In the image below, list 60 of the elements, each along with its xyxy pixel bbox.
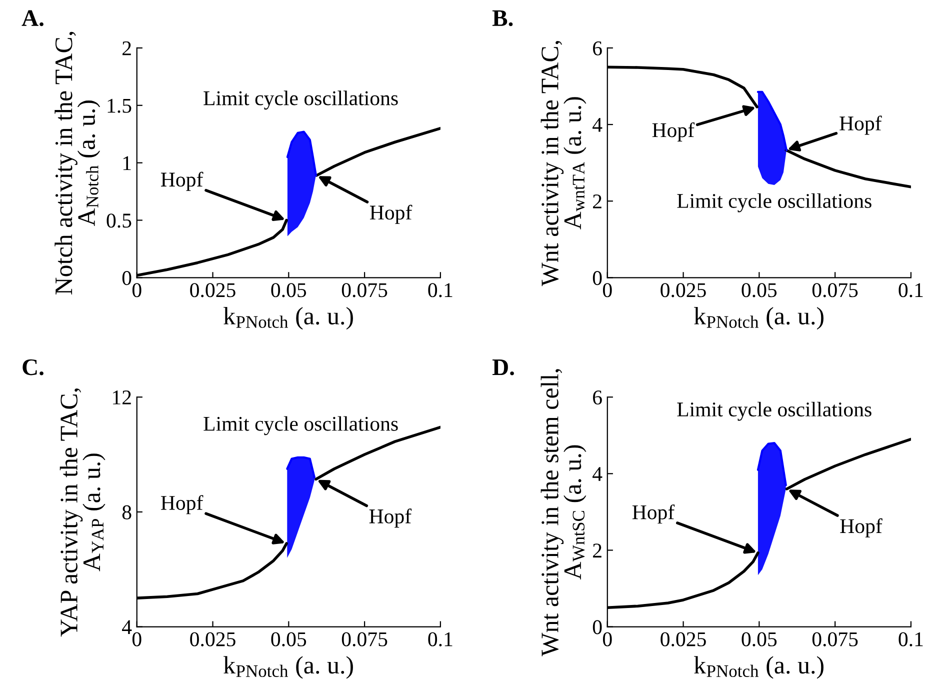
y-axis-title: Wnt activity in the stem cell, A$_{WntSC}$ (a. u.) — [540, 369, 586, 656]
x-tick-label: 0 — [132, 283, 142, 298]
y-axis-title: Notch activity in the TAC, A$_{Notch}$ (a. u.) — [54, 32, 100, 295]
annotation: Limit cycle oscillations — [204, 90, 398, 110]
y-tick-label: 0 — [592, 271, 602, 286]
y-tick-label: 0.5 — [106, 214, 132, 228]
annotation: Limit cycle oscillations — [677, 402, 872, 421]
x-tick-label: 0.05 — [271, 632, 306, 646]
x-tick-label: 0.1 — [428, 632, 452, 646]
x-tick-label: 0.075 — [812, 632, 858, 646]
y-tick-label: 2 — [122, 41, 131, 56]
x-tick-label: 0.1 — [898, 283, 923, 298]
annotation: Hopf — [369, 508, 412, 528]
y-tick-label: 2 — [593, 544, 602, 558]
chart-title: B. — [492, 10, 513, 26]
x-axis-title: k$_{PNotch}$ (a. u.) — [694, 656, 824, 679]
y-tick-label: 4 — [592, 467, 602, 481]
annotation: Hopf — [840, 518, 882, 538]
annotation: Hopf — [160, 495, 204, 514]
y-tick-label: 0 — [592, 620, 602, 634]
x-tick-label: 0.025 — [190, 283, 236, 298]
annotation: Limit cycle oscillations — [204, 416, 398, 436]
x-tick-label: 0.075 — [342, 283, 388, 298]
annotation: Hopf — [632, 504, 675, 524]
x-axis-title: k$_{PNotch}$ (a. u.) — [224, 656, 353, 679]
x-tick-label: 0.025 — [660, 632, 706, 646]
y-tick-label: 12 — [113, 390, 131, 404]
annotation: Hopf — [370, 204, 412, 224]
x-tick-label: 0.025 — [190, 632, 236, 646]
y-axis-title: YAP activity in the TAC, A$_{YAP}$ (a. u.) — [60, 388, 106, 637]
x-tick-label: 0.1 — [898, 632, 923, 646]
annotation: Limit cycle oscillations — [677, 193, 872, 212]
annotation: Hopf — [840, 116, 882, 135]
y-tick-label: 0 — [122, 271, 132, 286]
chart-title: D. — [492, 360, 514, 376]
y-tick-label: 8 — [122, 505, 132, 520]
x-tick-label: 0.1 — [428, 283, 452, 298]
x-axis-title: k$_{PNotch}$ (a. u.) — [694, 306, 824, 330]
y-tick-label: 1.5 — [108, 98, 132, 113]
y-tick-label: 6 — [593, 390, 602, 405]
x-tick-label: 0 — [132, 632, 142, 646]
x-tick-label: 0.025 — [660, 283, 706, 298]
x-tick-label: 0.075 — [812, 283, 858, 298]
chart-title: A. — [22, 10, 44, 26]
y-tick-label: 4 — [592, 118, 602, 132]
chart-title: C. — [22, 359, 44, 376]
x-tick-label: 0 — [602, 283, 612, 298]
x-tick-label: 0.075 — [342, 632, 388, 646]
x-tick-label: 0.05 — [271, 283, 306, 298]
x-tick-label: 0.05 — [742, 283, 777, 298]
x-axis-title: k$_{PNotch}$ (a. u.) — [224, 306, 353, 330]
y-axis-title: Wnt activity in the TAC, A$_{wntTA}$ (a. u.) — [540, 40, 586, 286]
annotation: Hopf — [160, 172, 204, 191]
x-tick-label: 0 — [602, 632, 612, 646]
y-tick-label: 4 — [122, 620, 132, 634]
y-tick-label: 2 — [593, 194, 602, 208]
x-tick-label: 0.05 — [742, 632, 777, 646]
y-tick-label: 1 — [123, 156, 131, 170]
annotation: Hopf — [652, 122, 695, 142]
y-tick-label: 6 — [593, 41, 602, 56]
